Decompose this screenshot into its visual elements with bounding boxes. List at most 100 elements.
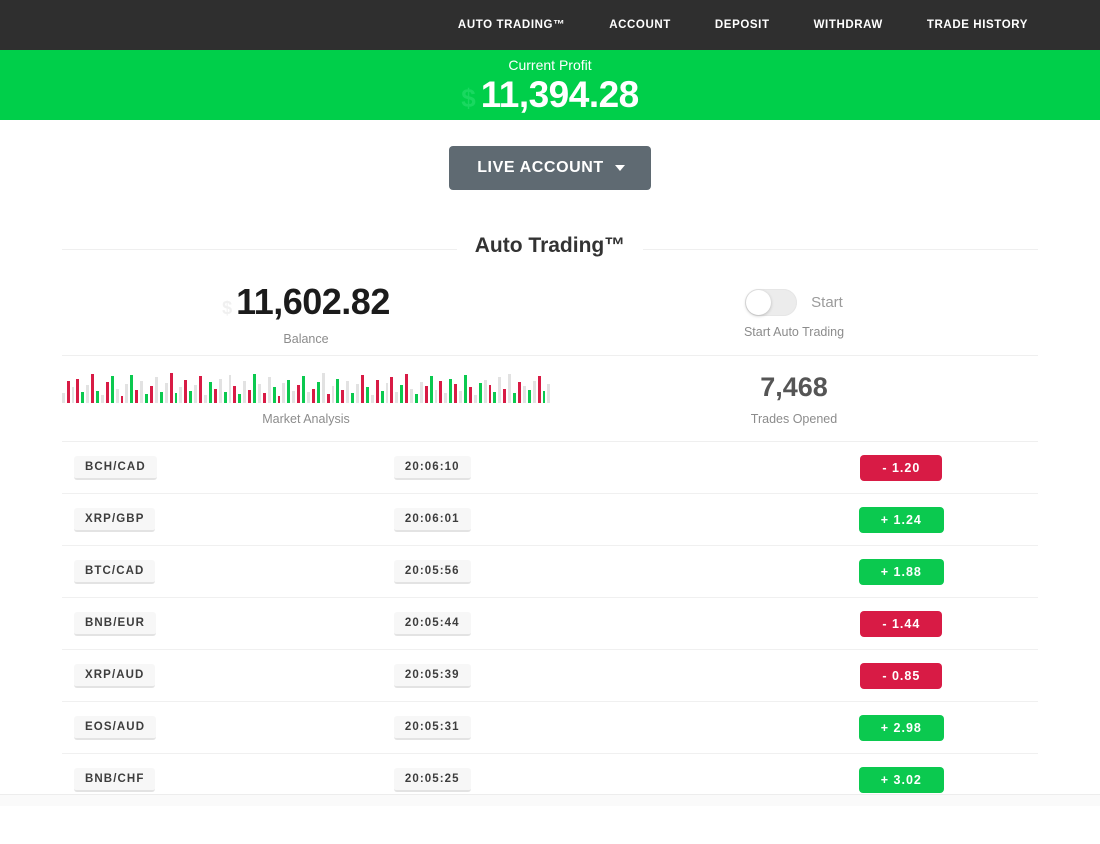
- sparkline-bar: [189, 391, 193, 403]
- nav-auto-trading[interactable]: AUTO TRADING™: [457, 19, 566, 31]
- sparkline-bar: [321, 373, 325, 403]
- table-row[interactable]: BCH/CAD 20:06:10 - 1.20: [62, 442, 1038, 494]
- sparkline-bar: [478, 383, 482, 403]
- table-row[interactable]: XRP/GBP 20:06:01 + 1.24: [62, 494, 1038, 546]
- trade-pair: BNB/CHF: [74, 767, 156, 792]
- market-analysis-sparkline-chart: [61, 371, 551, 403]
- trade-list: BCH/CAD 20:06:10 - 1.20 XRP/GBP 20:06:01 + 1.…: [62, 442, 1038, 806]
- balance-stat: $ 11,602.82 Balance: [62, 281, 550, 346]
- trade-amount-badge: - 0.85: [860, 662, 943, 689]
- sparkline-bar: [395, 392, 399, 403]
- trade-amount-badge: - 1.44: [860, 610, 943, 637]
- stats-row-primary: $ 11,602.82 Balance Start Start Auto Tra…: [62, 264, 1038, 356]
- trade-time: 20:05:56: [393, 559, 471, 584]
- trade-pair: XRP/GBP: [74, 507, 156, 532]
- sparkline-bar: [385, 383, 389, 403]
- page-content: LIVE ACCOUNT Auto Trading™ $ 11,602.82 B…: [0, 120, 1100, 806]
- trade-time: 20:05:39: [393, 663, 471, 688]
- sparkline-bar: [341, 390, 345, 403]
- sparkline-bar: [439, 381, 443, 403]
- section-heading-auto-trading: Auto Trading™: [62, 234, 1038, 264]
- trade-amount-badge: + 1.24: [858, 506, 944, 533]
- sparkline-bar: [370, 395, 374, 403]
- sparkline-bar: [498, 377, 502, 403]
- sparkline-bar: [150, 386, 153, 403]
- trades-opened-stat: 7,468 Trades Opened: [550, 372, 1038, 426]
- sparkline-bar: [257, 384, 261, 403]
- account-selector-row: LIVE ACCOUNT: [62, 120, 1038, 190]
- nav-account[interactable]: ACCOUNT: [609, 19, 671, 31]
- live-account-dropdown-button[interactable]: LIVE ACCOUNT: [449, 146, 651, 190]
- sparkline-bar: [120, 396, 124, 403]
- trade-amount-cell: + 2.98: [765, 714, 1038, 741]
- sparkline-bar: [468, 387, 472, 403]
- sparkline-bar: [508, 374, 512, 403]
- sparkline-bar: [208, 382, 212, 403]
- table-row[interactable]: BNB/EUR 20:05:44 - 1.44: [62, 598, 1038, 650]
- nav-withdraw[interactable]: WITHDRAW: [813, 19, 883, 31]
- trade-time-cell: 20:05:44: [393, 611, 765, 636]
- sparkline-bar: [517, 382, 521, 403]
- nav-deposit[interactable]: DEPOSIT: [714, 19, 770, 31]
- nav-trade-history[interactable]: TRADE HISTORY: [926, 19, 1028, 31]
- balance-value-group: $ 11,602.82: [62, 281, 550, 323]
- sparkline-bar: [473, 395, 477, 403]
- trade-time-cell: 20:05:56: [393, 559, 765, 584]
- sparkline-bar: [346, 381, 350, 403]
- footer-strip: [0, 794, 1100, 806]
- market-analysis-stat: Market Analysis: [61, 371, 551, 426]
- sparkline-bar: [159, 392, 163, 403]
- sparkline-bar: [194, 385, 198, 403]
- sparkline-bar: [253, 374, 256, 403]
- sparkline-bar: [537, 376, 541, 403]
- currency-symbol: $: [461, 82, 476, 113]
- sparkline-bar: [307, 392, 310, 403]
- sparkline-bar: [81, 392, 85, 403]
- sparkline-bar: [356, 384, 359, 403]
- trade-amount-cell: + 1.88: [765, 558, 1038, 585]
- balance-value: 11,602.82: [236, 281, 390, 322]
- sparkline-bar: [262, 393, 266, 403]
- sparkline-bar: [326, 394, 330, 403]
- sparkline-bar: [449, 379, 453, 403]
- sparkline-bar: [184, 380, 188, 403]
- trade-time-cell: 20:05:39: [393, 663, 765, 688]
- sparkline-bar: [169, 373, 173, 403]
- trade-pair: XRP/AUD: [74, 663, 156, 688]
- trade-pair-cell: XRP/AUD: [62, 663, 394, 688]
- sparkline-bar: [434, 390, 438, 403]
- sparkline-bar: [86, 385, 90, 403]
- sparkline-bar: [483, 380, 487, 403]
- trades-opened-value: 7,468: [760, 371, 828, 402]
- trade-pair-cell: EOS/AUD: [62, 715, 394, 740]
- sparkline-bar: [513, 393, 516, 403]
- trade-pair-cell: BNB/EUR: [62, 611, 394, 636]
- sparkline-bar: [223, 392, 227, 403]
- sparkline-bar: [503, 389, 507, 403]
- balance-currency-symbol: $: [222, 298, 233, 318]
- sparkline-bar: [272, 387, 276, 403]
- sparkline-bar: [405, 374, 409, 403]
- auto-trading-caption: Start Auto Trading: [743, 324, 845, 339]
- auto-trading-toggle[interactable]: [745, 288, 798, 316]
- sparkline-bar: [248, 390, 252, 403]
- sparkline-bar: [410, 389, 413, 403]
- sparkline-bar: [66, 381, 70, 403]
- sparkline-bar: [493, 392, 497, 403]
- table-row[interactable]: BTC/CAD 20:05:56 + 1.88: [62, 546, 1038, 598]
- table-row[interactable]: EOS/AUD 20:05:31 + 2.98: [62, 702, 1038, 754]
- trade-time: 20:06:01: [393, 507, 471, 532]
- sparkline-bar: [454, 384, 458, 403]
- sparkline-bar: [331, 386, 335, 403]
- sparkline-bar: [199, 376, 202, 403]
- trade-time: 20:05:25: [393, 767, 471, 792]
- sparkline-bar: [360, 375, 364, 403]
- market-analysis-caption: Market Analysis: [262, 412, 350, 426]
- auto-trading-toggle-stat: Start Start Auto Trading: [550, 288, 1038, 339]
- sparkline-bar: [110, 376, 114, 403]
- trade-pair: EOS/AUD: [74, 715, 157, 740]
- trade-pair-cell: XRP/GBP: [62, 507, 394, 532]
- sparkline-bar: [444, 393, 448, 403]
- table-row[interactable]: XRP/AUD 20:05:39 - 0.85: [62, 650, 1038, 702]
- trade-amount-cell: - 1.44: [765, 610, 1038, 637]
